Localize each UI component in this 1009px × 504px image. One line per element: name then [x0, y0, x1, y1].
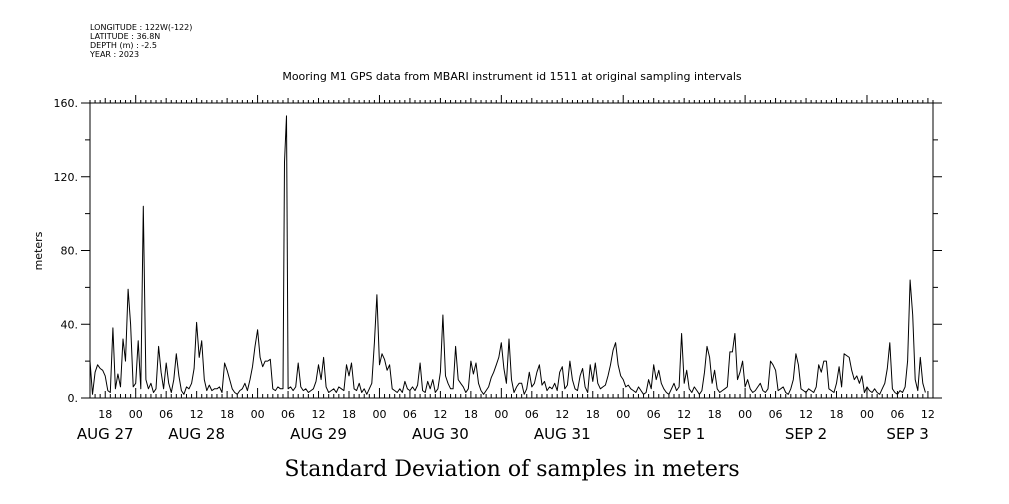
y-tick-label: 40. — [61, 318, 79, 331]
x-date-label: SEP 2 — [785, 425, 827, 443]
x-axis-label: Standard Deviation of samples in meters — [284, 457, 739, 482]
x-tick-label: 12 — [799, 408, 813, 421]
y-axis-label: meters — [32, 231, 45, 270]
x-tick-label: 18 — [464, 408, 478, 421]
metadata-line: DEPTH (m) : -2.5 — [90, 41, 157, 50]
metadata-line: YEAR : 2023 — [89, 50, 139, 59]
y-tick-label: 120. — [54, 171, 79, 184]
x-tick-label: 18 — [342, 408, 356, 421]
x-date-label: SEP 1 — [663, 425, 705, 443]
series-line — [89, 115, 926, 395]
x-date-label: SEP 3 — [886, 425, 928, 443]
x-tick-label: 18 — [98, 408, 112, 421]
x-tick-label: 06 — [769, 408, 783, 421]
x-tick-label: 06 — [159, 408, 173, 421]
x-tick-label: 12 — [677, 408, 691, 421]
x-tick-label: 00 — [372, 408, 386, 421]
x-tick-label: 06 — [525, 408, 539, 421]
y-axis: 0. 40. 80. 120. 160. — [54, 97, 942, 405]
x-tick-label: 00 — [616, 408, 630, 421]
x-tick-label: 12 — [433, 408, 447, 421]
x-tick-label: 00 — [738, 408, 752, 421]
x-date-label: AUG 29 — [290, 425, 347, 443]
x-tick-label: 12 — [921, 408, 935, 421]
x-tick-label: 18 — [586, 408, 600, 421]
x-tick-label: 06 — [647, 408, 661, 421]
x-date-label: AUG 31 — [534, 425, 591, 443]
series-group — [89, 115, 926, 395]
x-tick-label: 18 — [220, 408, 234, 421]
x-tick-label: 12 — [190, 408, 204, 421]
plot-frame — [89, 102, 934, 399]
x-tick-label: 06 — [403, 408, 417, 421]
metadata-line: LATITUDE : 36.8N — [90, 32, 160, 41]
y-tick-label: 80. — [61, 245, 79, 258]
x-tick-label: 18 — [830, 408, 844, 421]
metadata-line: LONGITUDE : 122W(-122) — [90, 23, 192, 32]
x-tick-label: 00 — [494, 408, 508, 421]
x-tick-label: 06 — [281, 408, 295, 421]
y-tick-label: 0. — [68, 392, 79, 405]
x-tick-label: 12 — [312, 408, 326, 421]
chart-title: Mooring M1 GPS data from MBARI instrumen… — [282, 70, 742, 83]
x-tick-label: 00 — [860, 408, 874, 421]
x-axis: 18 00 06 12 18 00 06 12 18 00 06 12 18 00 06 12 18 00 06 12… — [77, 95, 935, 443]
x-tick-label: 12 — [555, 408, 569, 421]
x-tick-label: 18 — [708, 408, 722, 421]
y-tick-label: 160. — [54, 97, 79, 110]
x-tick-label: 00 — [251, 408, 265, 421]
x-date-label: AUG 27 — [77, 425, 134, 443]
x-tick-label: 00 — [129, 408, 143, 421]
x-tick-label: 06 — [890, 408, 904, 421]
x-date-label: AUG 28 — [168, 425, 225, 443]
x-date-label: AUG 30 — [412, 425, 469, 443]
metadata-block: LONGITUDE : 122W(-122) LATITUDE : 36.8N … — [89, 23, 192, 59]
